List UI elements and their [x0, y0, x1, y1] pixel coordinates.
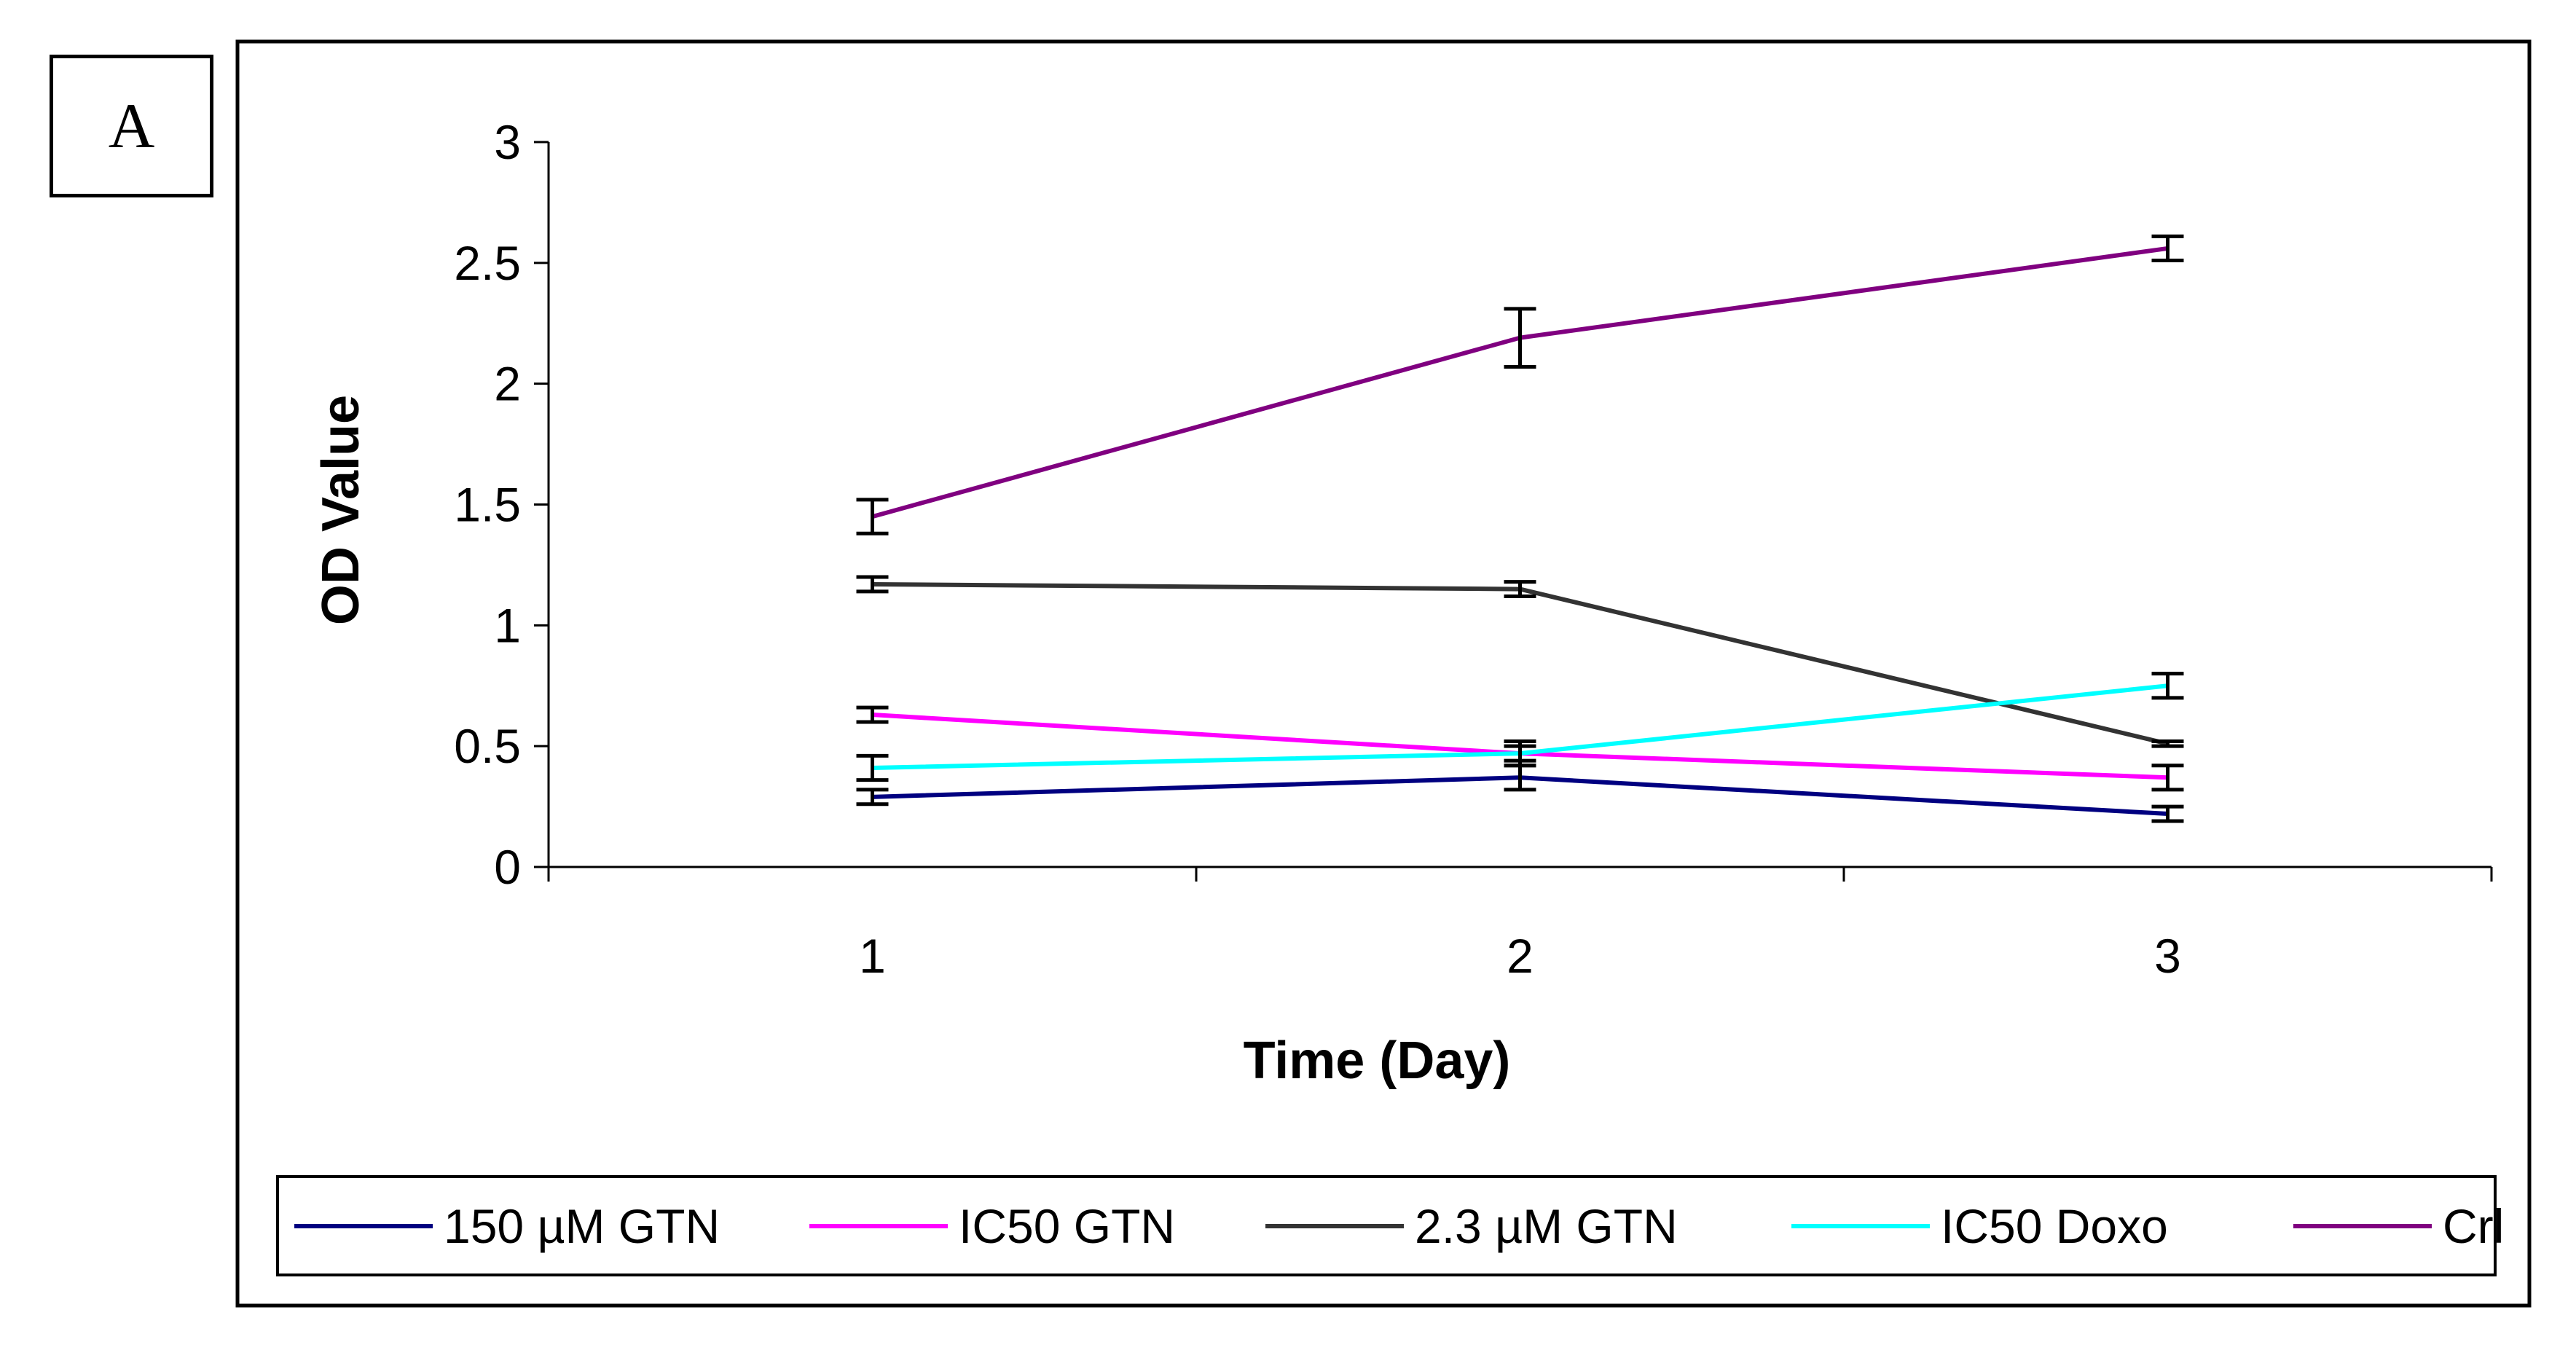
legend-label: IC50 Doxo [1941, 1199, 2168, 1253]
y-axis-title: OD Value [312, 395, 370, 625]
legend-box [276, 1175, 2497, 1276]
axes: 0 0.5 1 1.5 2 2.5 3 1 2 3 [454, 115, 2493, 983]
legend-entry-3: IC50 Doxo [1791, 1199, 2168, 1253]
legend-entry-0: 150 µM GTN [294, 1199, 720, 1253]
y-tick-label: 2 [494, 357, 521, 411]
legend-entry-4: Crl [2293, 1199, 2504, 1253]
legend-label: IC50 GTN [959, 1199, 1175, 1253]
x-tick-label: 3 [2154, 929, 2181, 983]
legend-entry-1: IC50 GTN [809, 1199, 1175, 1253]
legend-label: Crl [2443, 1199, 2504, 1253]
legend-label: 2.3 µM GTN [1415, 1199, 1678, 1253]
chart-frame [235, 39, 2532, 1308]
y-tick-label: 1 [494, 598, 521, 652]
plot-area [856, 234, 2184, 823]
series-4 [856, 234, 2184, 535]
y-tick-label: 3 [494, 115, 521, 169]
legend-label: 150 µM GTN [444, 1199, 720, 1253]
y-tick-label: 0.5 [454, 719, 521, 773]
panel-label: A [50, 55, 213, 197]
legend: 150 µM GTN IC50 GTN 2.3 µM GTN IC50 Doxo Crl [276, 1175, 2504, 1276]
y-tick-label: 0 [494, 840, 521, 894]
series-2 [856, 575, 2184, 748]
legend-entries: 150 µM GTN IC50 GTN 2.3 µM GTN IC50 Doxo Crl [294, 1199, 2504, 1253]
x-tick-label: 1 [859, 929, 886, 983]
y-tick-label: 1.5 [454, 478, 521, 532]
x-tick-label: 2 [1507, 929, 1534, 983]
y-tick-label: 2.5 [454, 236, 521, 290]
legend-entry-2: 2.3 µM GTN [1265, 1199, 1678, 1253]
x-axis-title: Time (Day) [1244, 1032, 1511, 1090]
series-3 [856, 672, 2184, 782]
